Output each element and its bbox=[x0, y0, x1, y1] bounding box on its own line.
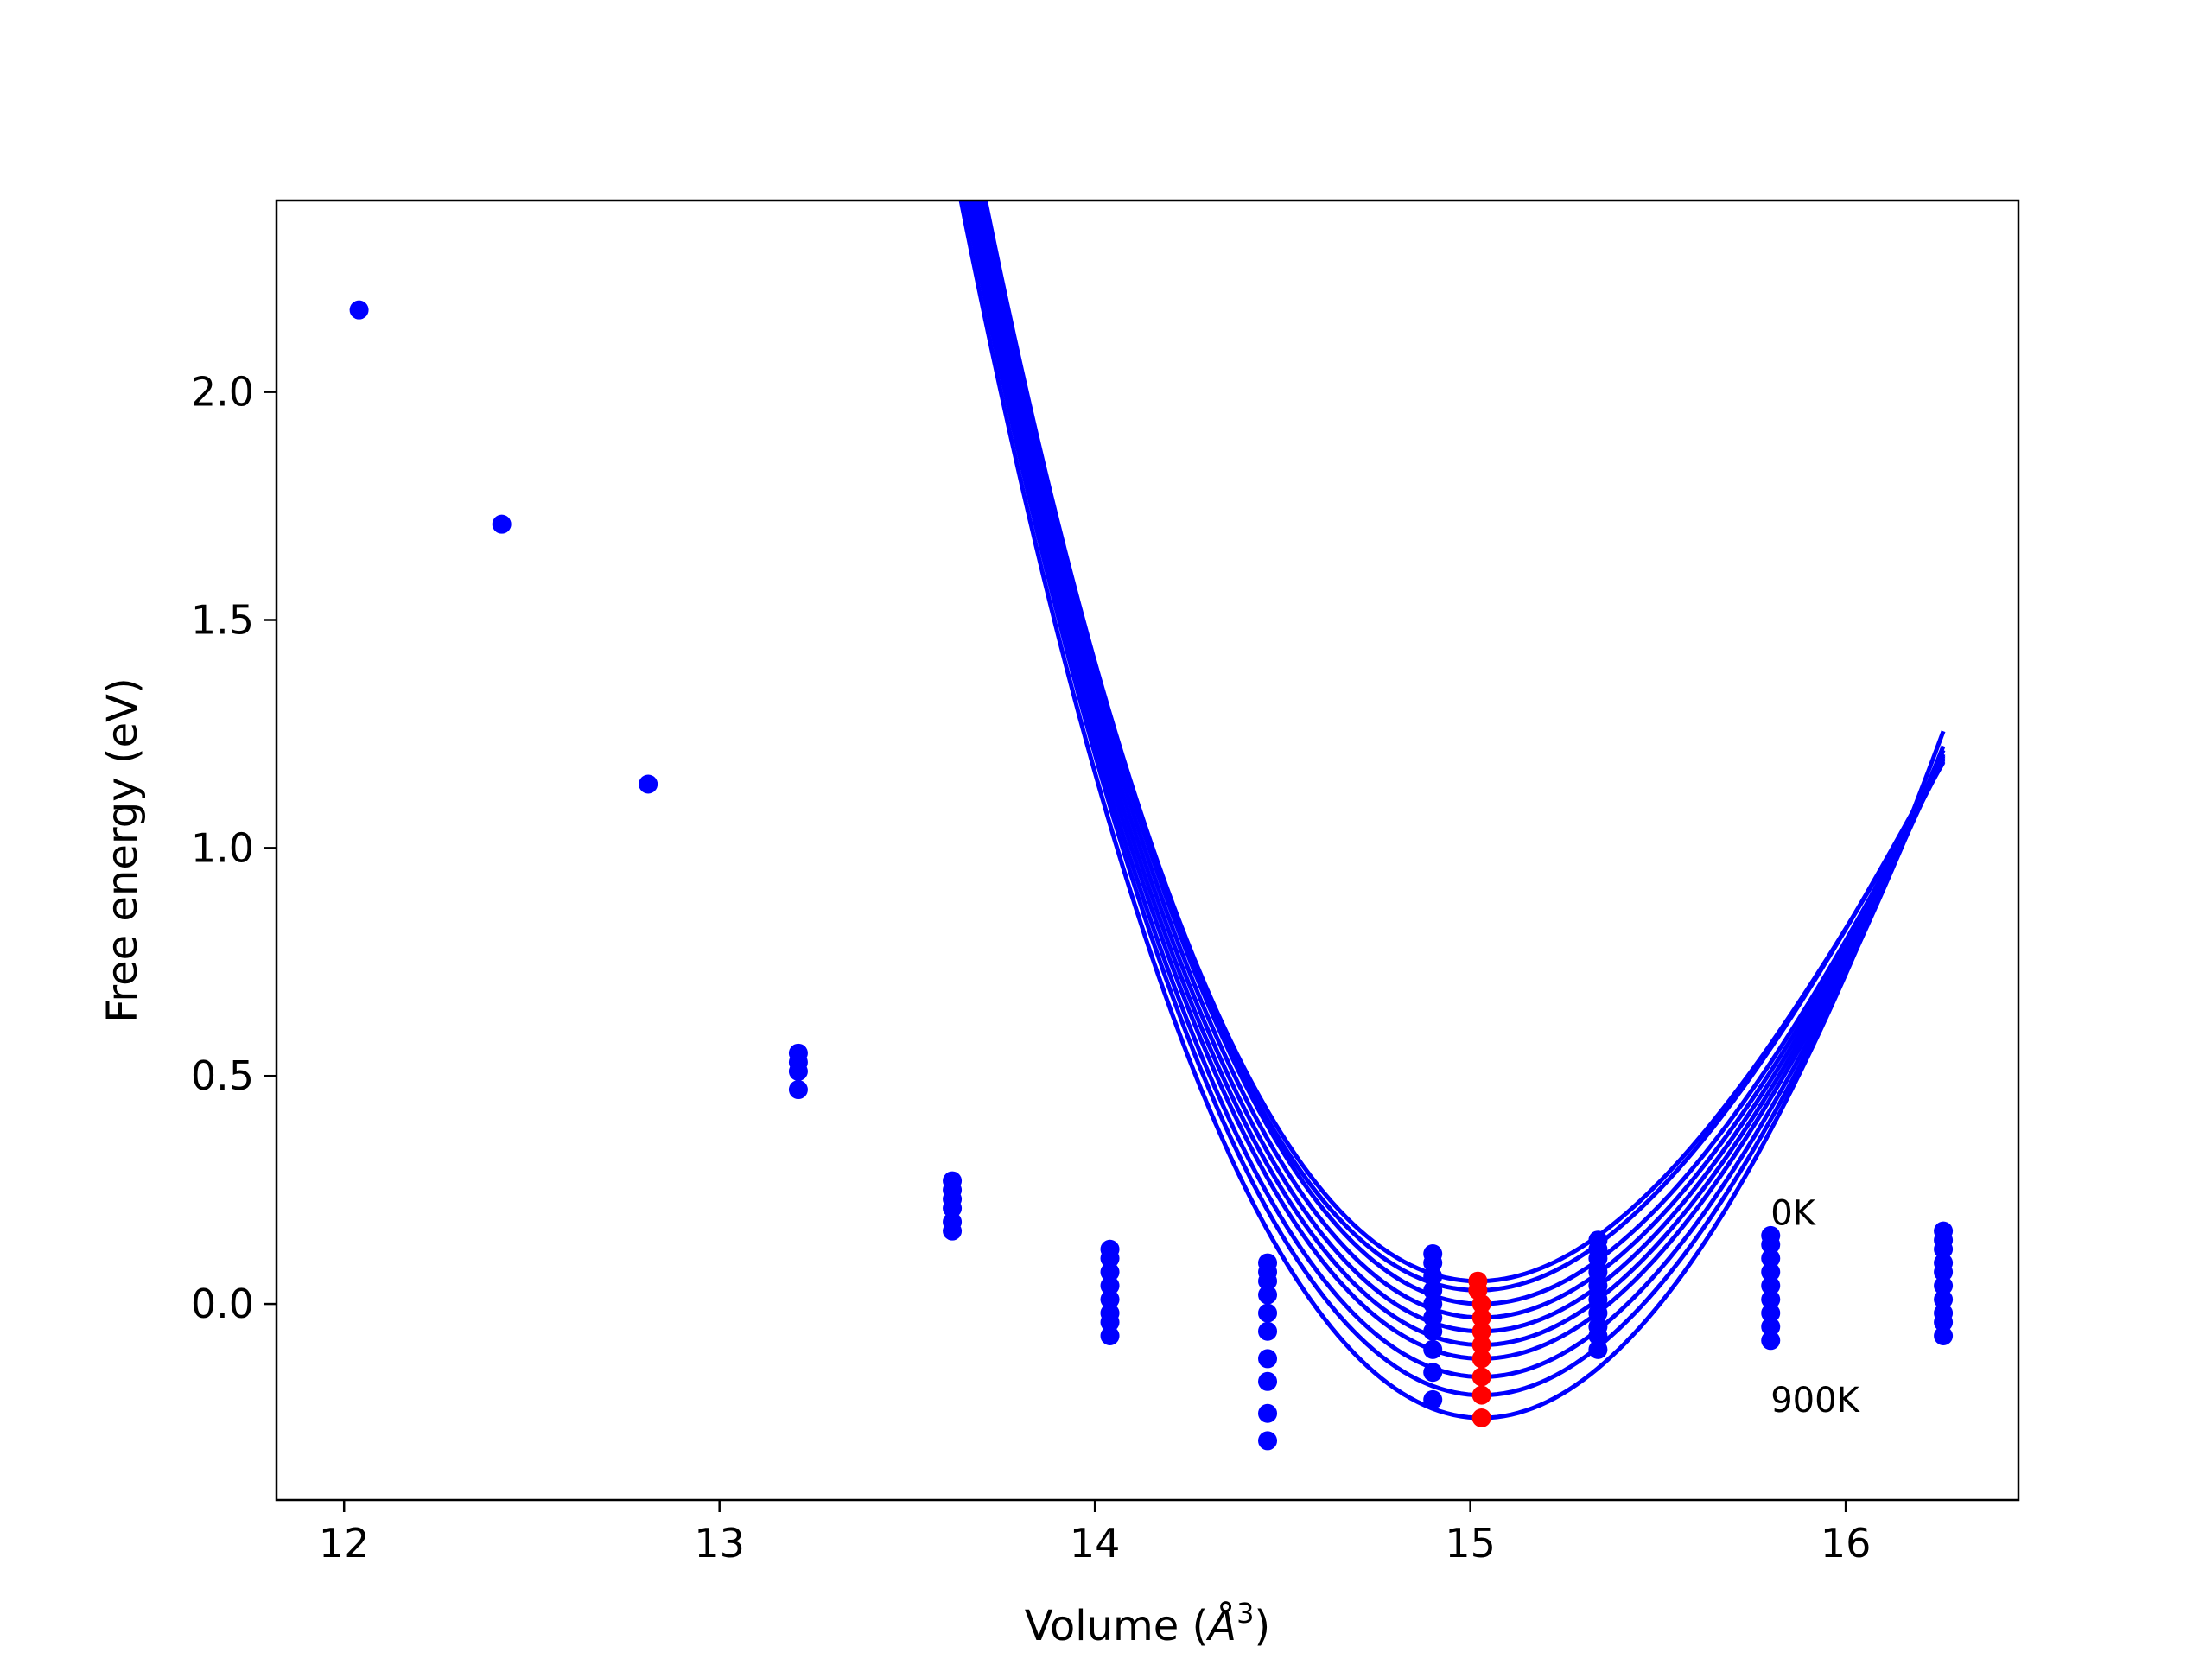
data-point bbox=[1761, 1331, 1781, 1351]
minimum-point-800K bbox=[1471, 1385, 1491, 1405]
data-point bbox=[1258, 1431, 1278, 1451]
x-tick-label: 12 bbox=[319, 1520, 370, 1567]
data-point bbox=[1258, 1321, 1278, 1341]
data-point bbox=[1588, 1289, 1608, 1309]
data-point bbox=[349, 300, 369, 320]
fit-curve-600K bbox=[968, 200, 1946, 1361]
fit-curve-0K bbox=[982, 200, 1946, 1284]
data-point bbox=[1423, 1389, 1443, 1409]
data-point bbox=[1258, 1271, 1278, 1291]
data-point bbox=[1258, 1403, 1278, 1423]
y-axis-label: Free energy (eV) bbox=[99, 677, 147, 1022]
data-point bbox=[1761, 1275, 1781, 1295]
data-point bbox=[1100, 1262, 1120, 1282]
y-axis-ticks: 0.0 0.5 1.0 1.5 2.0 bbox=[191, 369, 276, 1327]
x-axis-label: Volume (Å3) bbox=[1025, 1597, 1270, 1650]
data-point bbox=[943, 1198, 963, 1218]
temperature-annotations: 0K 900K bbox=[1770, 1194, 1860, 1421]
data-point bbox=[1761, 1249, 1781, 1268]
data-point bbox=[1100, 1289, 1120, 1309]
fit-curve-200K bbox=[981, 200, 1946, 1306]
data-point bbox=[639, 774, 658, 794]
minimum-point-700K bbox=[1471, 1367, 1491, 1387]
data-point bbox=[1934, 1313, 1954, 1332]
data-point bbox=[1588, 1326, 1608, 1346]
y-tick-label: 0.5 bbox=[191, 1052, 254, 1099]
data-point bbox=[1934, 1326, 1954, 1346]
minimum-point-900K bbox=[1471, 1408, 1491, 1428]
data-point bbox=[1588, 1249, 1608, 1268]
x-tick-label: 16 bbox=[1821, 1520, 1872, 1567]
fit-curve-900K bbox=[958, 200, 1946, 1421]
fit-curve-500K bbox=[971, 200, 1946, 1348]
minimum-point-500K bbox=[1471, 1335, 1491, 1355]
data-point bbox=[1423, 1321, 1443, 1341]
fit-curve-800K bbox=[963, 200, 1946, 1398]
data-point bbox=[1423, 1253, 1443, 1273]
data-point bbox=[1934, 1239, 1954, 1259]
data-point bbox=[1100, 1249, 1120, 1268]
data-point bbox=[1934, 1275, 1954, 1295]
annotation-label: 0K bbox=[1770, 1194, 1816, 1234]
data-point bbox=[1423, 1339, 1443, 1359]
data-point bbox=[1258, 1349, 1278, 1369]
data-point bbox=[1258, 1285, 1278, 1305]
x-tick-label: 13 bbox=[694, 1520, 745, 1567]
data-point bbox=[1423, 1281, 1443, 1300]
data-point bbox=[1588, 1275, 1608, 1295]
fit-curves bbox=[958, 200, 1946, 1421]
data-points bbox=[349, 300, 1954, 1451]
data-point bbox=[1934, 1289, 1954, 1309]
data-point bbox=[1761, 1289, 1781, 1309]
data-point bbox=[943, 1221, 963, 1241]
minima-points bbox=[1468, 1271, 1491, 1428]
data-point bbox=[1588, 1303, 1608, 1323]
data-point bbox=[1423, 1363, 1443, 1382]
data-point bbox=[1761, 1262, 1781, 1282]
minimum-point-300K bbox=[1471, 1307, 1491, 1327]
y-tick-label: 1.0 bbox=[191, 824, 254, 871]
x-tick-label: 14 bbox=[1070, 1520, 1121, 1567]
data-point bbox=[788, 1080, 808, 1100]
data-point bbox=[1588, 1262, 1608, 1282]
data-point bbox=[1100, 1313, 1120, 1332]
data-point bbox=[1588, 1339, 1608, 1359]
minimum-point-200K bbox=[1471, 1294, 1491, 1314]
data-point bbox=[1258, 1371, 1278, 1391]
data-point bbox=[1761, 1235, 1781, 1255]
data-point bbox=[1100, 1275, 1120, 1295]
data-point bbox=[788, 1061, 808, 1081]
x-axis-ticks: 12 13 14 15 16 bbox=[319, 1500, 1871, 1567]
data-point bbox=[1934, 1262, 1954, 1282]
fit-curve-300K bbox=[977, 200, 1946, 1320]
y-tick-label: 0.0 bbox=[191, 1281, 254, 1327]
data-point bbox=[1423, 1307, 1443, 1327]
y-tick-label: 2.0 bbox=[191, 369, 254, 416]
data-point bbox=[1761, 1317, 1781, 1337]
minimum-point-400K bbox=[1471, 1321, 1491, 1341]
minimum-point-600K bbox=[1471, 1349, 1491, 1369]
data-point bbox=[1423, 1294, 1443, 1314]
x-tick-label: 15 bbox=[1445, 1520, 1496, 1567]
data-point bbox=[1761, 1303, 1781, 1323]
data-point bbox=[1423, 1267, 1443, 1287]
data-point bbox=[1258, 1303, 1278, 1323]
fit-curve-700K bbox=[965, 200, 1946, 1380]
fit-curve-400K bbox=[975, 200, 1946, 1334]
data-point bbox=[1100, 1326, 1120, 1346]
data-point bbox=[492, 514, 512, 534]
y-tick-label: 1.5 bbox=[191, 597, 254, 644]
plot-frame bbox=[275, 199, 2020, 1502]
annotation-label: 900K bbox=[1770, 1381, 1860, 1421]
